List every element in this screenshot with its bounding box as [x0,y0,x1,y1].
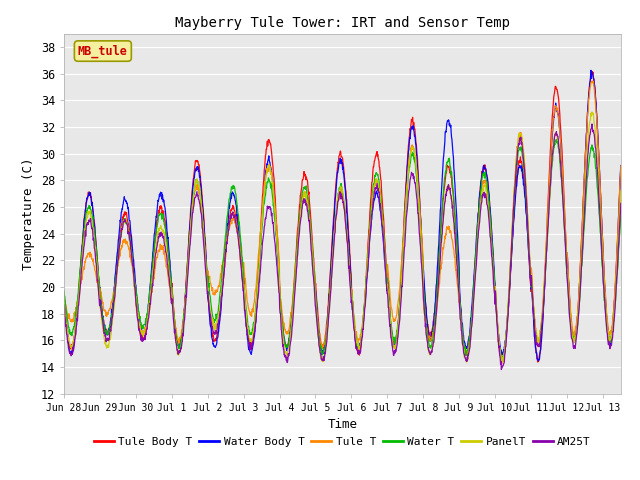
Y-axis label: Temperature (C): Temperature (C) [22,157,35,270]
Title: Mayberry Tule Tower: IRT and Sensor Temp: Mayberry Tule Tower: IRT and Sensor Temp [175,16,510,30]
Text: MB_tule: MB_tule [78,44,128,58]
X-axis label: Time: Time [328,418,357,431]
Legend: Tule Body T, Water Body T, Tule T, Water T, PanelT, AM25T: Tule Body T, Water Body T, Tule T, Water… [90,432,595,451]
